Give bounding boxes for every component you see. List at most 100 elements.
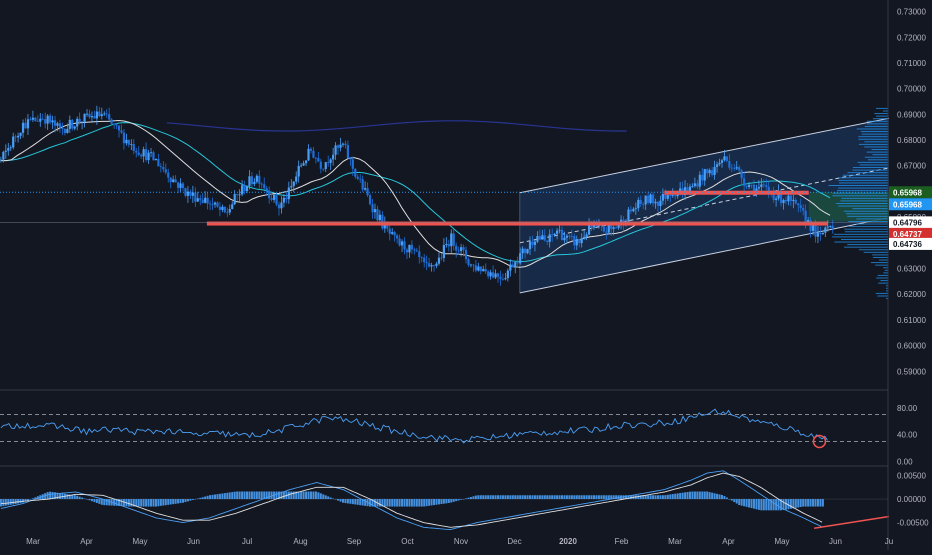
macd-histogram-bar — [231, 492, 234, 500]
macd-histogram-bar — [674, 493, 677, 500]
candle-body — [725, 156, 728, 161]
macd-histogram-bar — [563, 495, 566, 500]
candle-body — [78, 118, 81, 123]
candle-body — [516, 262, 519, 264]
candle-body — [536, 236, 539, 242]
price-panel[interactable] — [0, 105, 890, 300]
price-badge-bg — [889, 186, 932, 199]
volume-profile-bar — [834, 241, 888, 243]
macd-histogram-bar — [4, 499, 7, 506]
macd-histogram-bar — [652, 495, 655, 500]
price-badge-label: 0.64737 — [893, 230, 922, 239]
macd-panel[interactable] — [0, 470, 890, 531]
volume-profile-bar — [847, 215, 888, 217]
macd-histogram-bar — [120, 499, 123, 507]
volume-profile-bar — [843, 210, 888, 212]
candle-body — [71, 119, 74, 129]
macd-histogram-bar — [373, 499, 376, 507]
candle-body — [718, 162, 721, 165]
price-tick-label: 0.71000 — [897, 59, 926, 68]
candle-body — [297, 165, 300, 177]
macd-histogram-bar — [214, 494, 217, 500]
candle-body — [506, 270, 509, 279]
candle-body — [93, 116, 96, 119]
macd-histogram-bar — [24, 499, 27, 502]
volume-profile-bar — [863, 251, 888, 253]
rsi-panel[interactable] — [0, 408, 888, 449]
volume-profile-bar — [836, 190, 888, 192]
price-badge: 0.65968 — [889, 186, 932, 199]
macd-histogram-bar — [605, 495, 608, 500]
volume-profile-bar — [872, 118, 888, 120]
candle-body — [319, 161, 322, 169]
volume-profile-bar — [844, 228, 888, 230]
candle-body — [816, 233, 820, 237]
candle-body — [602, 225, 605, 232]
macd-histogram-bar — [152, 499, 155, 507]
macd-histogram-bar — [118, 499, 121, 506]
candle-body — [440, 257, 443, 259]
volume-profile-bar — [882, 110, 888, 112]
candle-body — [514, 262, 517, 268]
volume-profile-bar — [867, 159, 888, 161]
macd-histogram-bar — [295, 491, 298, 500]
candle-body — [196, 198, 199, 202]
candle-body — [644, 195, 647, 205]
candle-body — [317, 157, 320, 162]
macd-histogram-bar — [354, 499, 357, 505]
candle-body — [592, 225, 596, 228]
macd-histogram-bar — [799, 499, 802, 508]
volume-profile-bar — [842, 174, 888, 176]
price-badge-label: 0.64736 — [893, 240, 922, 249]
candle-body — [474, 265, 477, 271]
candle-body — [649, 194, 652, 203]
candle-body — [103, 113, 106, 115]
ma-fast-line — [0, 119, 831, 268]
candle-body — [804, 210, 807, 224]
macd-histogram-bar — [649, 495, 652, 500]
macd-histogram-bar — [243, 491, 246, 500]
macd-histogram-bar — [246, 491, 248, 500]
candle-body — [447, 244, 450, 247]
candle-body — [250, 176, 254, 185]
time-tick-label: May — [774, 537, 789, 546]
macd-histogram-bar — [71, 494, 74, 500]
macd-histogram-bar — [506, 495, 509, 500]
volume-profile-bar — [849, 226, 888, 228]
candle-body — [669, 195, 672, 196]
candle-body — [499, 276, 502, 279]
macd-histogram-bar — [460, 499, 463, 500]
candle-body — [580, 238, 583, 244]
volume-profile-bar — [866, 151, 888, 153]
candle-body — [44, 119, 47, 124]
candle-body — [511, 264, 514, 268]
price-tick-label: 0.73000 — [897, 8, 926, 17]
macd-histogram-bar — [90, 499, 93, 502]
candle-body — [329, 159, 332, 163]
volume-profile-bar — [832, 192, 888, 194]
macd-histogram-bar — [807, 499, 810, 507]
macd-histogram-bar — [255, 491, 258, 500]
macd-histogram-bar — [529, 495, 532, 500]
macd-histogram-bar — [93, 499, 96, 503]
macd-histogram-bar — [76, 495, 79, 500]
candle-body — [784, 200, 788, 202]
macd-histogram-bar — [612, 495, 615, 500]
macd-histogram-bar — [221, 493, 224, 500]
candle-body — [344, 143, 347, 146]
candle-body — [117, 125, 121, 131]
macd-histogram-bar — [536, 495, 539, 500]
macd-histogram-bar — [162, 499, 165, 506]
macd-histogram-bar — [738, 499, 741, 506]
candle-body — [68, 119, 71, 129]
macd-histogram-bar — [388, 499, 391, 507]
macd-histogram-bar — [701, 491, 704, 500]
macd-histogram-bar — [393, 499, 396, 507]
candle-body — [523, 248, 527, 254]
macd-histogram-bar — [314, 491, 317, 500]
macd-histogram-bar — [610, 495, 613, 500]
candle-body — [526, 249, 529, 254]
